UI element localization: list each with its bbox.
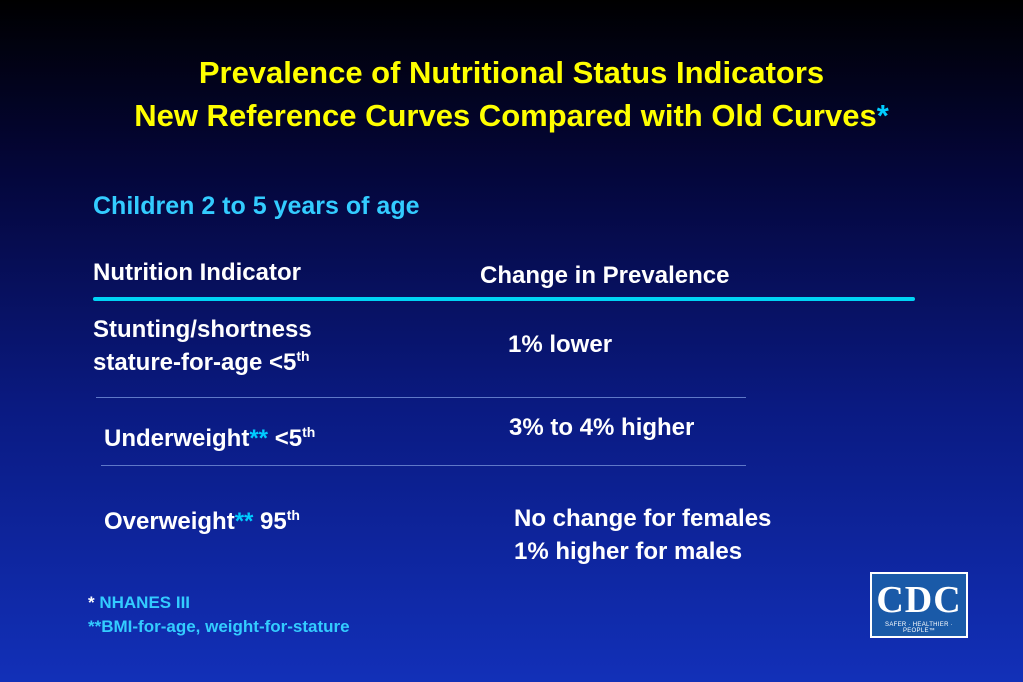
- cdc-logo-text: CDC: [876, 579, 962, 621]
- footnote-nhanes: * NHANES III: [88, 593, 191, 612]
- header-divider: [93, 297, 915, 301]
- footnote-bmi: **BMI-for-age, weight-for-stature: [88, 617, 350, 636]
- row-underweight-change: 3% to 4% higher: [509, 414, 695, 441]
- cdc-logo: CDC SAFER · HEALTHIER · PEOPLE™: [870, 572, 968, 638]
- row-stunting-detail: stature-for-age <5th: [93, 348, 310, 376]
- slide-title-line1: Prevalence of Nutritional Status Indicat…: [198, 55, 825, 90]
- superscript-th: th: [296, 348, 310, 364]
- cdc-logo-tagline: SAFER · HEALTHIER · PEOPLE™: [885, 622, 953, 634]
- row-overweight-change-males: 1% higher for males: [514, 538, 743, 565]
- row-overweight-change: No change for females 1% higher for male…: [514, 502, 771, 568]
- row-stunting-label: Stunting/shortness: [93, 316, 312, 343]
- row-stunting-change: 1% lower: [508, 331, 613, 358]
- header-nutrition-indicator: Nutrition Indicator: [93, 259, 301, 286]
- cdc-logo-panel: CDC SAFER · HEALTHIER · PEOPLE™: [872, 574, 966, 636]
- row-underweight-indicator: Underweight** <5th: [104, 424, 316, 452]
- title-footnote-star: *: [876, 98, 889, 133]
- footnote-marker: **: [234, 508, 254, 535]
- superscript-th: th: [286, 507, 300, 523]
- row-divider: [96, 397, 746, 398]
- footnote-marker: **: [249, 425, 269, 452]
- slide-title-line2-text: New Reference Curves Compared with Old C…: [134, 98, 877, 133]
- slide-title-line2: New Reference Curves Compared with Old C…: [0, 96, 1023, 136]
- row-stunting-indicator: Stunting/shortness stature-for-age <5th: [93, 313, 312, 379]
- row-overweight-indicator: Overweight** 95th: [104, 507, 300, 535]
- subtitle: Children 2 to 5 years of age: [93, 192, 420, 220]
- footnotes: * NHANES III **BMI-for-age, weight-for-s…: [88, 591, 350, 639]
- superscript-th: th: [302, 424, 316, 440]
- row-overweight-change-females: No change for females: [514, 505, 772, 532]
- row-divider: [101, 465, 746, 466]
- header-change-in-prevalence: Change in Prevalence: [480, 262, 730, 289]
